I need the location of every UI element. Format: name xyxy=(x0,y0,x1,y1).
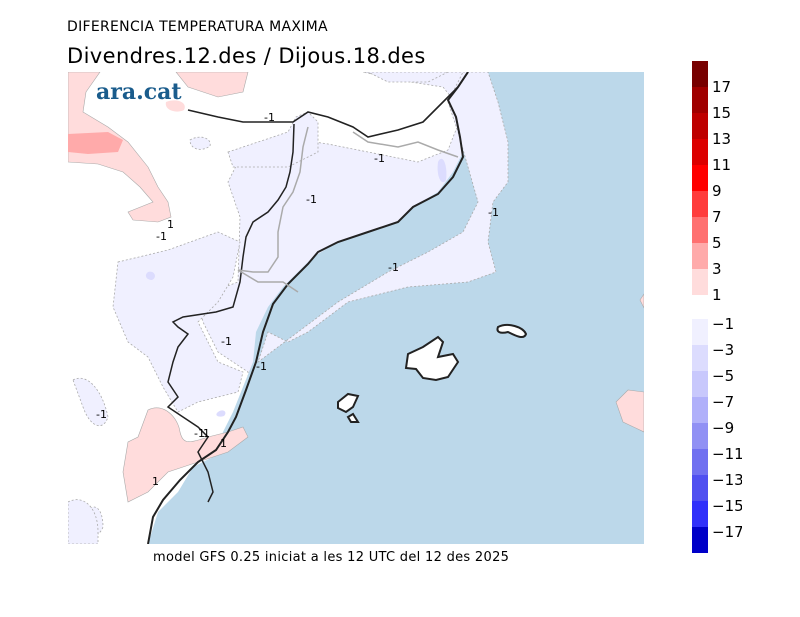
region-border-2 xyxy=(237,126,459,293)
legend-negative-swatch xyxy=(692,319,708,345)
contour-label: -1 xyxy=(306,193,317,206)
color-legend: 17 15 13 11 9 7 5 3 1 −1 −3 −5 −7 −9 −11 −13 −15 −17 xyxy=(692,61,742,553)
legend-negative-swatch xyxy=(692,449,708,475)
area-neg-blob3 xyxy=(68,499,99,544)
contour-label: -1 xyxy=(374,152,385,165)
contour-label: -1 xyxy=(264,111,275,124)
legend-positive-label: 1 xyxy=(712,286,722,304)
legend-positive-label: 9 xyxy=(712,182,722,200)
legend-negative-label: −17 xyxy=(712,523,742,541)
area-pos-core xyxy=(68,132,123,154)
contour-label: -1 xyxy=(96,408,107,421)
legend-negative-label: −7 xyxy=(712,393,734,411)
area-neg-topstrip xyxy=(367,72,449,83)
area-pos-south xyxy=(122,407,249,503)
legend-negative-label: −9 xyxy=(712,419,734,437)
region-border-1 xyxy=(166,123,295,503)
island-formentera xyxy=(346,412,360,423)
area-neg-northwest xyxy=(227,111,319,168)
legend-positive-label: 11 xyxy=(712,156,731,174)
legend-negative-label: −1 xyxy=(712,315,734,333)
legend-positive-swatch xyxy=(692,87,708,113)
area-pos-top xyxy=(175,72,249,98)
legend-negative-label: −13 xyxy=(712,471,742,489)
legend-positive-swatch xyxy=(692,113,708,139)
legend-positive-swatch xyxy=(692,243,708,269)
contour-labels: -1 -1 -1 -1 -1 -1 -1 -1 -1 1 1 1 1 -1 xyxy=(96,111,499,488)
legend-negative-label: −15 xyxy=(712,497,742,515)
legend-negative-swatch xyxy=(692,345,708,371)
legend-positive-label: 17 xyxy=(712,78,731,96)
legend-negative-label: −3 xyxy=(712,341,734,359)
area-neg-small-3 xyxy=(216,410,226,417)
island-mallorca xyxy=(404,335,460,382)
area-pos-east2 xyxy=(639,293,644,309)
logo-ara-cat: ara.cat xyxy=(96,79,182,105)
contour-label: 1 xyxy=(220,437,227,450)
contour-label: 1 xyxy=(203,427,210,440)
area-neg-blob1 xyxy=(72,377,109,427)
legend-negative-swatch xyxy=(692,527,708,553)
area-neg-small-1 xyxy=(437,158,447,183)
island-ibiza xyxy=(337,392,360,414)
contour-label: -1 xyxy=(221,335,232,348)
legend-positive: 17 15 13 11 9 7 5 3 1 xyxy=(692,61,731,304)
legend-positive-label: 7 xyxy=(712,208,722,226)
contour-label: -1 xyxy=(488,206,499,219)
map-plot: ara.cat -1 -1 -1 -1 -1 -1 -1 -1 -1 1 1 1… xyxy=(68,72,644,544)
legend-negative-swatch xyxy=(692,371,708,397)
legend-positive-swatch xyxy=(692,165,708,191)
contour-label: 1 xyxy=(167,218,174,231)
legend-negative-swatch xyxy=(692,397,708,423)
legend-positive-label: 5 xyxy=(712,234,722,252)
contour-label: -1 xyxy=(156,230,167,243)
legend-positive-label: 3 xyxy=(712,260,722,278)
legend-negative-swatch xyxy=(692,501,708,527)
area-neg-sea xyxy=(257,72,509,364)
legend-negative-label: −5 xyxy=(712,367,734,385)
balearic-islands xyxy=(337,324,528,423)
sea xyxy=(148,72,644,544)
legend-positive-swatch xyxy=(692,61,708,87)
legend-negative-swatch xyxy=(692,475,708,501)
area-pos-east xyxy=(615,389,644,433)
chart-title: DIFERENCIA TEMPERATURA MAXIMA xyxy=(67,19,328,35)
legend-positive-swatch xyxy=(692,217,708,243)
legend-positive-label: 15 xyxy=(712,104,731,122)
island-menorca xyxy=(496,324,528,339)
chart-subtitle: Divendres.12.des / Dijous.18.des xyxy=(67,44,426,68)
legend-positive-swatch xyxy=(692,269,708,295)
area-pos-islet xyxy=(165,100,185,112)
legend-negative-swatch xyxy=(692,423,708,449)
area-neg-small-2 xyxy=(145,271,155,280)
legend-positive-swatch xyxy=(692,139,708,165)
model-caption: model GFS 0.25 iniciat a les 12 UTC del … xyxy=(153,550,510,565)
legend-negative-label: −11 xyxy=(712,445,742,463)
coastline xyxy=(147,72,469,544)
legend-positive-label: 13 xyxy=(712,130,731,148)
legend-negative: −1 −3 −5 −7 −9 −11 −13 −15 −17 xyxy=(692,315,742,553)
area-neg-islet xyxy=(189,136,211,150)
contour-label: -1 xyxy=(256,360,267,373)
contour-label: 1 xyxy=(152,475,159,488)
contour-label: -1 xyxy=(388,261,399,274)
area-neg-west xyxy=(112,231,244,413)
contour-label: -1 xyxy=(194,427,205,440)
legend-positive-swatch xyxy=(692,191,708,217)
country-border xyxy=(187,72,469,138)
